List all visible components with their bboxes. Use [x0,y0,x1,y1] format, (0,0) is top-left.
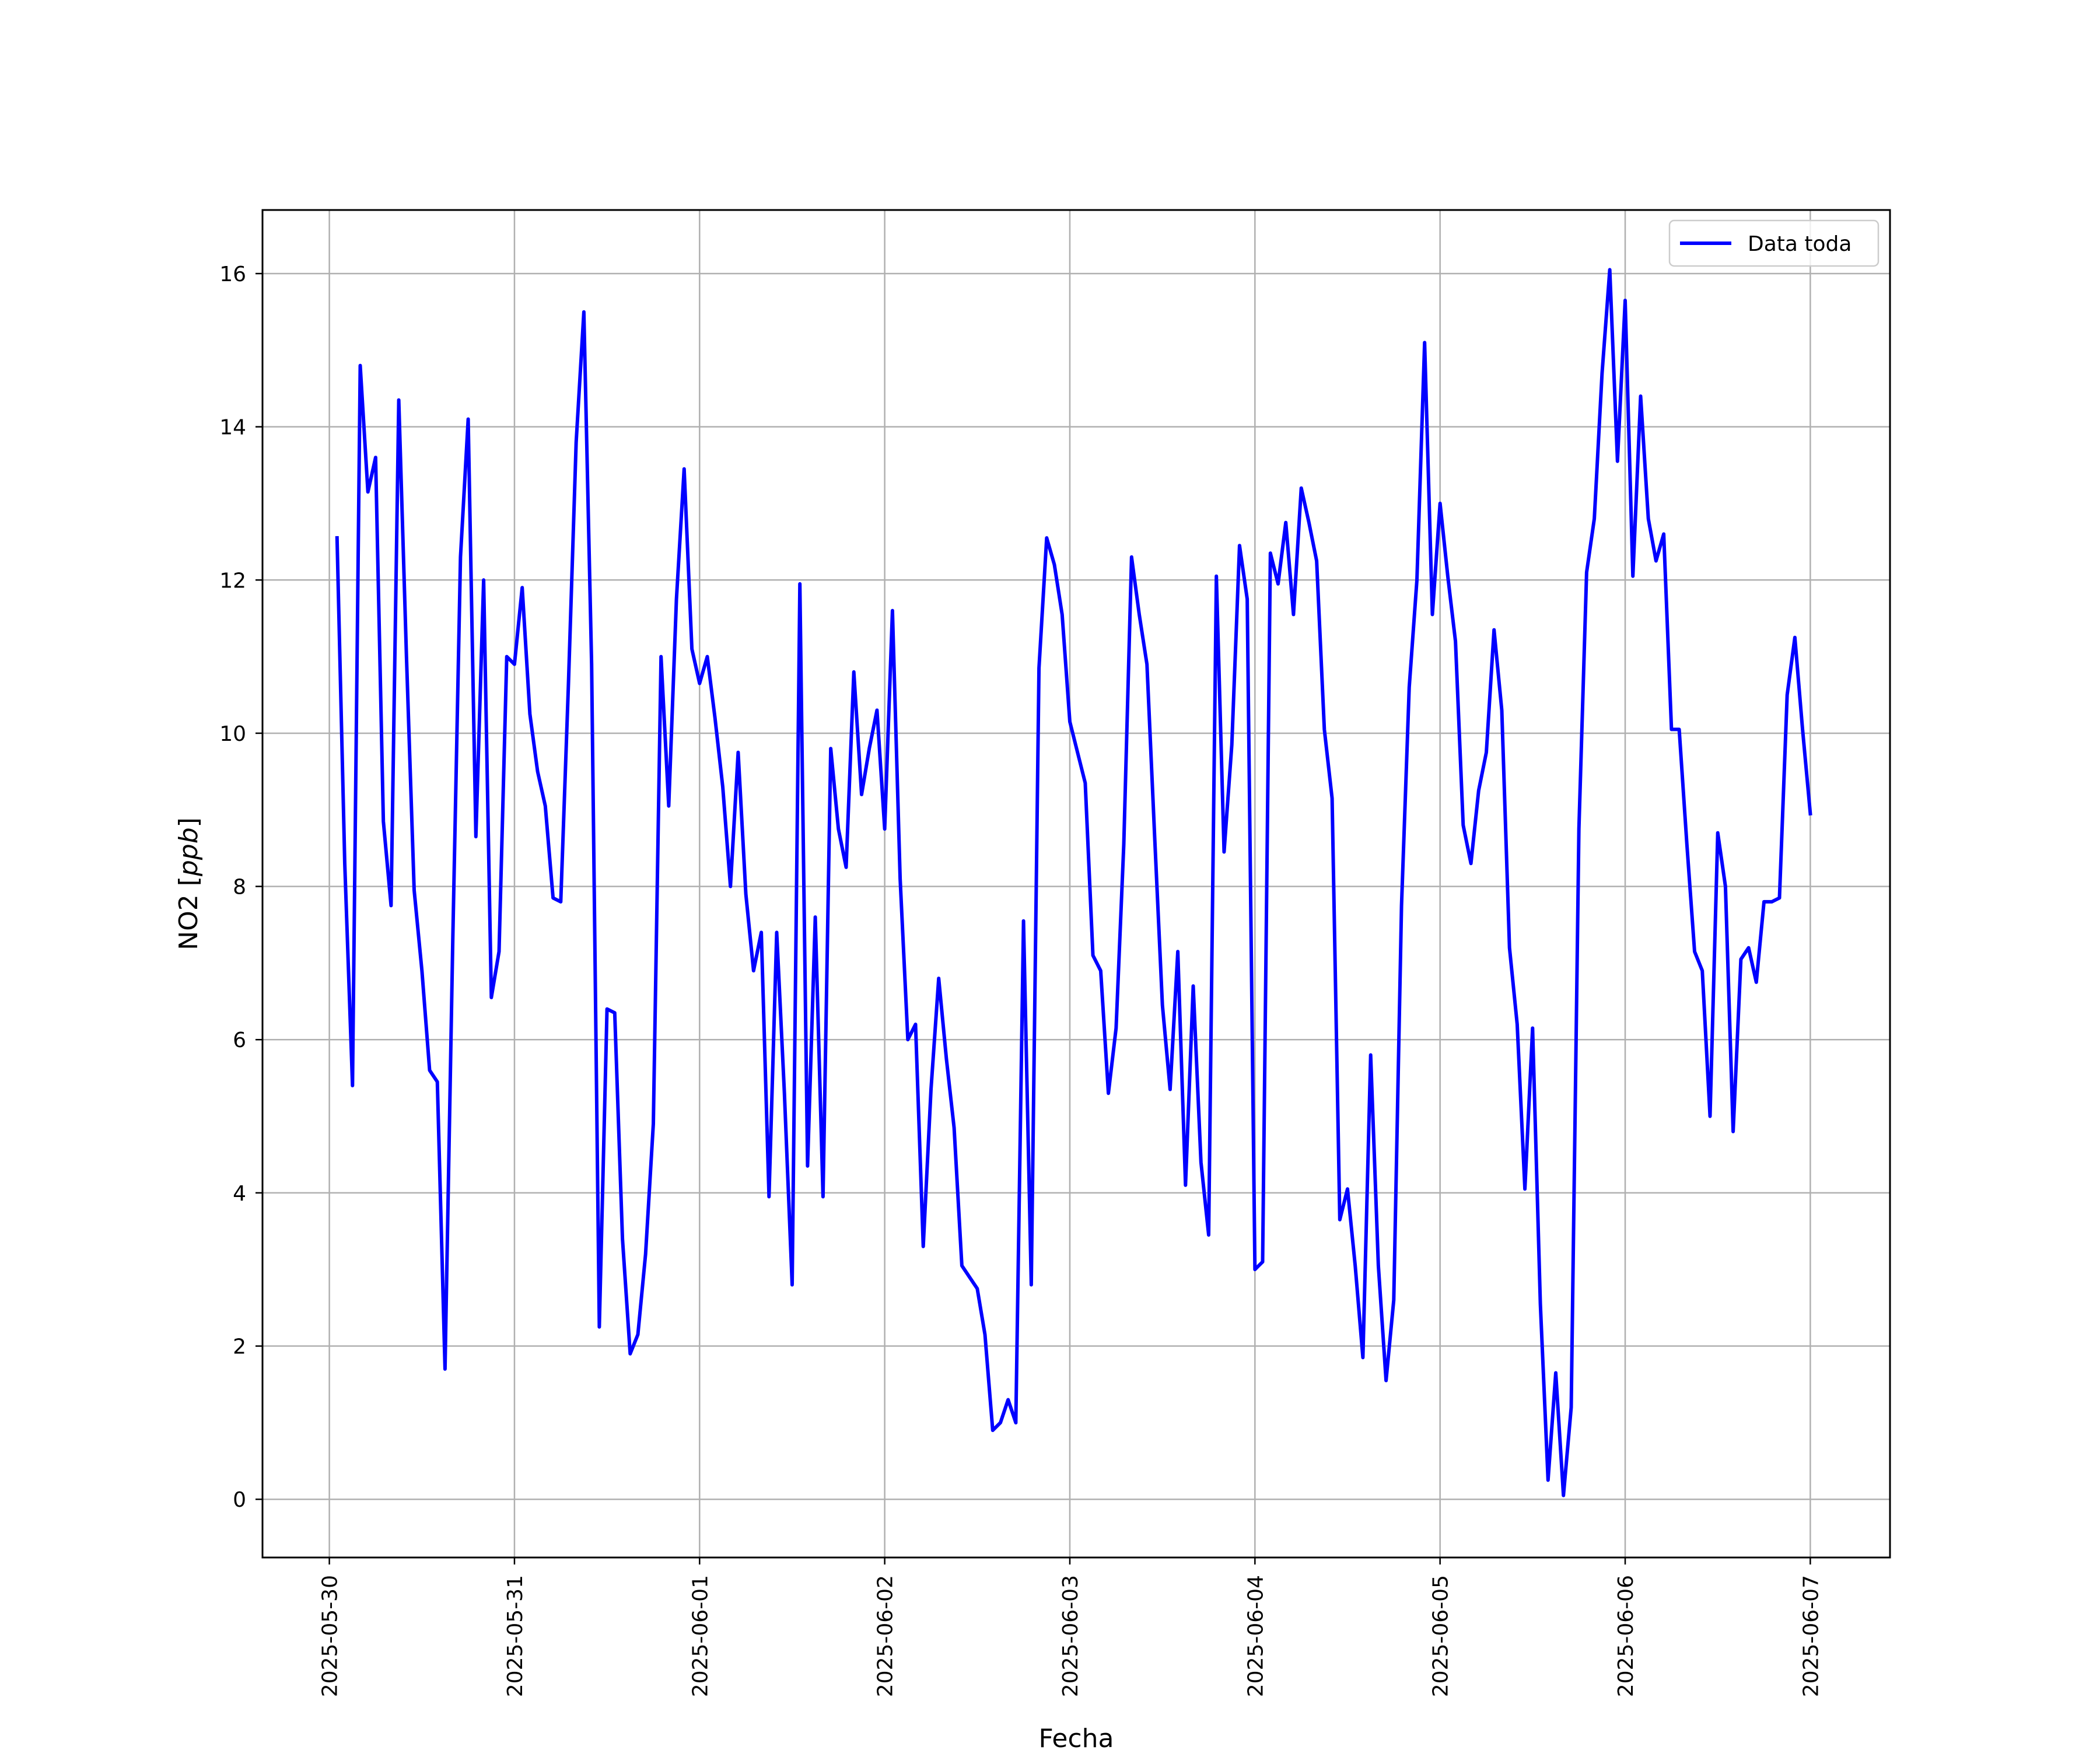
legend: Data toda [1668,219,1880,267]
x-tick-label: 2025-06-03 [1059,1575,1083,1697]
x-tick-label: 2025-06-04 [1244,1575,1268,1697]
x-tick-label: 2025-05-31 [503,1575,527,1697]
plot-area [262,210,1890,1558]
series-layer [335,268,1812,1497]
y-tick-label: 4 [233,1182,246,1206]
y-tick-label: 10 [219,722,246,746]
grid-lines [262,210,1890,1558]
legend-box [1668,219,1880,267]
y-tick-label: 14 [219,416,246,440]
x-tick-label: 2025-06-02 [874,1575,898,1697]
legend-label: Data toda [1748,232,1852,256]
series-line-0 [335,268,1812,1497]
y-axis: 0 2 4 6 8 10 12 14 16 [219,262,262,1512]
y-tick-label: 0 [233,1488,246,1512]
x-tick-label: 2025-06-01 [688,1575,712,1697]
y-tick-label: 12 [219,569,246,593]
axes-frame [261,209,1891,1559]
y-tick-label: 16 [219,262,246,286]
y-tick-label: 6 [233,1028,246,1052]
y-axis-label: NO2 [ppb] [174,817,204,950]
x-axis: 2025-05-30 2025-05-31 2025-06-01 2025-06-02… [318,1558,1823,1697]
y-tick-label: 2 [233,1335,246,1359]
x-tick-label: 2025-06-07 [1799,1575,1823,1697]
y-tick-label: 8 [233,876,246,900]
x-axis-label: Fecha [1038,1724,1114,1750]
x-tick-label: 2025-05-30 [318,1575,342,1697]
x-tick-label: 2025-06-05 [1429,1575,1453,1697]
x-tick-label: 2025-06-06 [1614,1575,1638,1697]
